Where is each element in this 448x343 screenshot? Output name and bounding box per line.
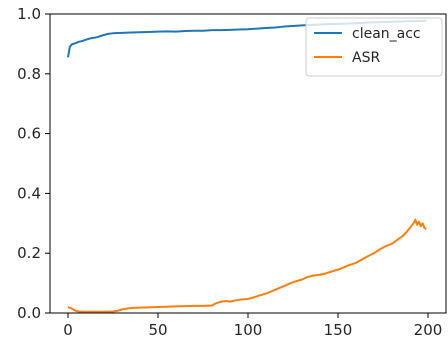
legend: clean_acc ASR xyxy=(305,17,443,77)
y-tick-label: 0.2 xyxy=(17,244,41,262)
x-axis: 0 50 100 150 200 xyxy=(63,313,442,339)
y-axis: 0.0 0.2 0.4 0.6 0.8 1.0 xyxy=(17,5,50,322)
x-tick-label: 200 xyxy=(414,321,443,339)
x-tick-label: 50 xyxy=(148,321,167,339)
y-tick-label: 0.8 xyxy=(17,65,41,83)
x-tick-label: 0 xyxy=(63,321,73,339)
y-tick-label: 0.6 xyxy=(17,125,41,143)
legend-label-clean-acc: clean_acc xyxy=(352,26,421,42)
x-tick-label: 100 xyxy=(234,321,263,339)
legend-label-asr: ASR xyxy=(352,50,380,66)
y-tick-label: 0.0 xyxy=(17,304,41,322)
series-line-asr xyxy=(67,218,427,313)
y-tick-label: 1.0 xyxy=(17,5,41,23)
x-tick-label: 150 xyxy=(324,321,353,339)
y-tick-label: 0.4 xyxy=(17,184,41,202)
